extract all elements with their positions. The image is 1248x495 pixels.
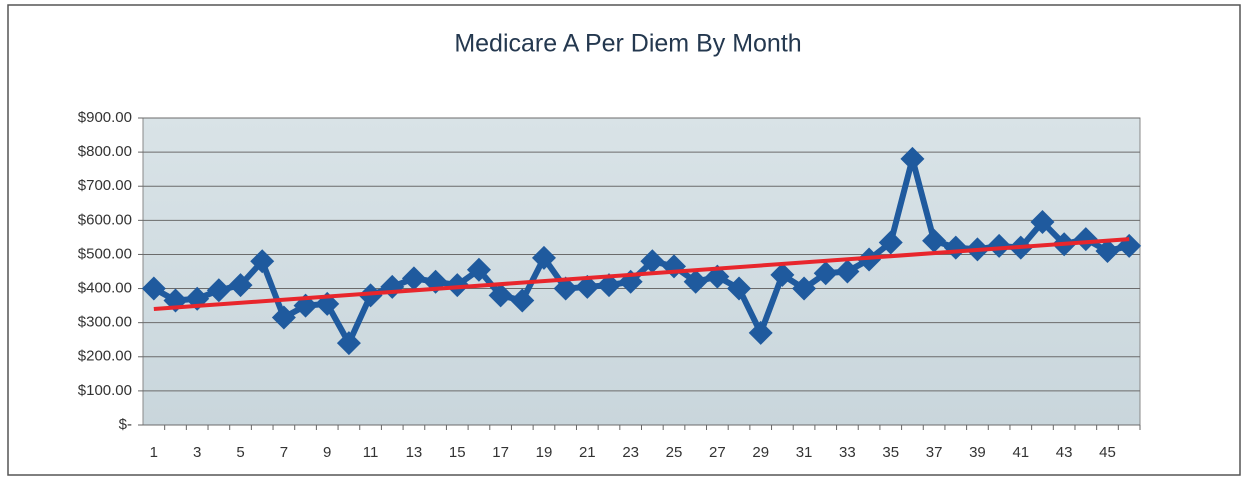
marker [466, 257, 491, 282]
x-tick-label: 35 [882, 444, 899, 461]
x-tick-label: 13 [406, 444, 423, 461]
x-tick-label: 21 [579, 444, 596, 461]
x-tick-label: 9 [323, 444, 331, 461]
marker [1030, 210, 1055, 235]
y-tick-label: $800.00 [78, 143, 132, 160]
y-tick-label: $300.00 [78, 314, 132, 331]
x-tick-label: 33 [839, 444, 856, 461]
y-tick-label: $200.00 [78, 348, 132, 365]
marker [835, 259, 860, 284]
marker [488, 283, 513, 308]
marker [1073, 227, 1098, 252]
marker [531, 245, 556, 270]
marker [1095, 239, 1120, 264]
x-tick-label: 3 [193, 444, 201, 461]
y-tick-label: $400.00 [78, 280, 132, 297]
x-tick-label: 23 [622, 444, 639, 461]
x-tick-label: 37 [926, 444, 943, 461]
y-tick-label: $900.00 [78, 109, 132, 126]
marker [792, 276, 817, 301]
marker [575, 274, 600, 299]
marker [445, 273, 470, 298]
marker [250, 249, 275, 274]
x-tick-label: 7 [280, 444, 288, 461]
marker [336, 331, 361, 356]
x-tick-label: 19 [536, 444, 553, 461]
x-tick-label: 41 [1012, 444, 1029, 461]
marker [141, 276, 166, 301]
marker [553, 276, 578, 301]
marker [596, 273, 621, 298]
x-tick-label: 45 [1099, 444, 1116, 461]
x-tick-label: 11 [363, 444, 379, 461]
x-tick-label: 31 [796, 444, 813, 461]
marker [206, 278, 231, 303]
x-tick-label: 29 [752, 444, 769, 461]
marker [922, 228, 947, 253]
x-tick-label: 17 [492, 444, 509, 461]
x-tick-label: 1 [150, 444, 158, 461]
y-tick-label: $100.00 [78, 382, 132, 399]
y-tick-label: $600.00 [78, 211, 132, 228]
marker [401, 266, 426, 291]
trendline [153, 237, 1130, 312]
marker [228, 273, 253, 298]
x-tick-label: 25 [666, 444, 683, 461]
marker [748, 320, 773, 345]
marker [727, 276, 752, 301]
x-tick-label: 27 [709, 444, 726, 461]
marker [683, 269, 708, 294]
marker [878, 230, 903, 255]
marker [987, 233, 1012, 258]
y-tick-label: $500.00 [78, 245, 132, 262]
y-tick-label: $- [119, 416, 132, 433]
marker [510, 288, 535, 313]
marker [271, 305, 296, 330]
y-tick-label: $700.00 [78, 177, 132, 194]
marker [900, 146, 925, 171]
x-tick-label: 5 [236, 444, 244, 461]
marker [770, 262, 795, 287]
x-tick-label: 15 [449, 444, 466, 461]
x-tick-label: 39 [969, 444, 986, 461]
x-tick-label: 43 [1056, 444, 1073, 461]
marker [813, 261, 838, 286]
marker [640, 249, 665, 274]
chart-title: Medicare A Per Diem By Month [454, 30, 801, 58]
